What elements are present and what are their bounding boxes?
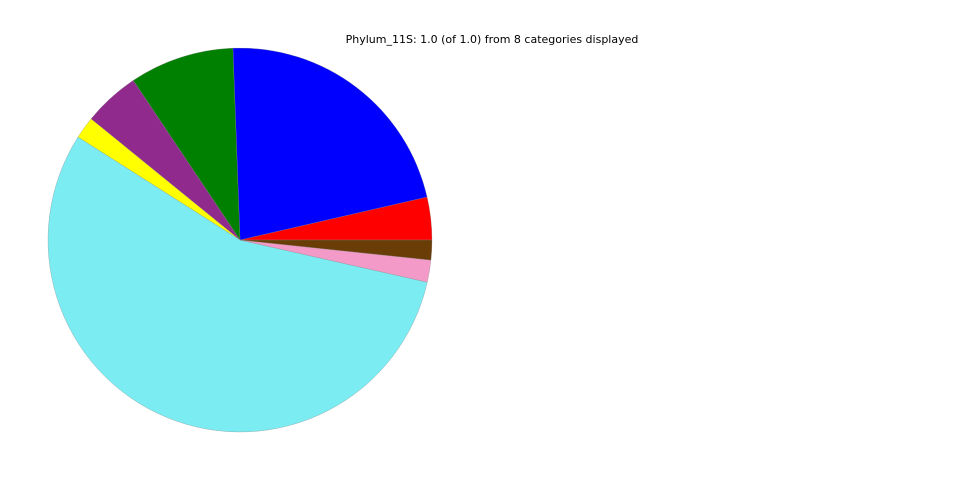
chart-title: Phylum_11S: 1.0 (of 1.0) from 8 categori… [345,33,639,46]
pie-slice-2 [133,47,241,241]
pie-slice-7 [239,239,433,261]
pie-slice-5 [47,136,428,433]
pie-slice-1 [232,47,428,241]
